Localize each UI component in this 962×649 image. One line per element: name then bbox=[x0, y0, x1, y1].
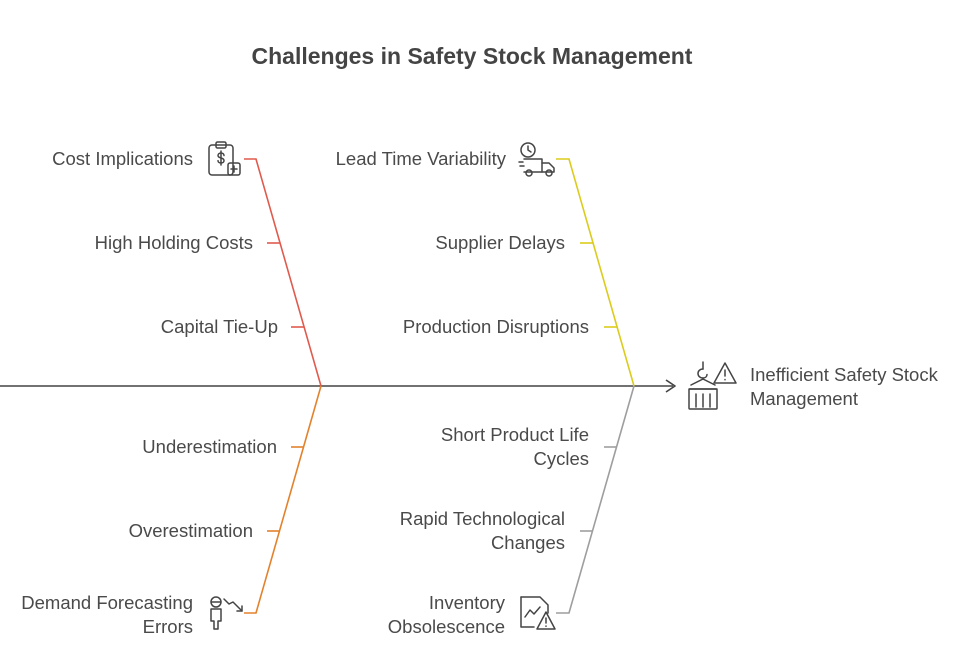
category-label-cost: Cost Implications bbox=[52, 148, 193, 169]
cause-label: Capital Tie-Up bbox=[161, 316, 278, 337]
cause-label: Supplier Delays bbox=[435, 232, 565, 253]
spine-arrowhead bbox=[665, 379, 676, 393]
cause-label-line1: Rapid Technological bbox=[400, 508, 565, 529]
forecast-person-icon bbox=[210, 596, 243, 630]
diagram-title: Challenges in Safety Stock Management bbox=[252, 43, 693, 69]
category-label-obsolescence-line1: Inventory bbox=[429, 592, 506, 613]
effect-label-line1: Inefficient Safety Stock bbox=[750, 364, 939, 385]
cause-label-line2: Changes bbox=[491, 532, 565, 553]
branch-cost: Cost Implications High Holding Costs Cap… bbox=[52, 141, 322, 387]
cause-label: Overestimation bbox=[129, 520, 253, 541]
delivery-truck-clock-icon bbox=[518, 142, 555, 177]
effect-label-line2: Management bbox=[750, 388, 858, 409]
chart-warning-icon bbox=[520, 596, 556, 630]
branch-demand-line bbox=[244, 385, 322, 614]
category-label-demand-line2: Errors bbox=[143, 616, 193, 637]
cause-label-line2: Cycles bbox=[533, 448, 589, 469]
branch-demand: Underestimation Overestimation Demand Fo… bbox=[21, 385, 322, 637]
branch-obsolescence: Short Product Life Cycles Rapid Technolo… bbox=[388, 385, 635, 637]
cause-label: Production Disruptions bbox=[403, 316, 589, 337]
category-label-obsolescence-line2: Obsolescence bbox=[388, 616, 505, 637]
branch-lead-time: Lead Time Variability Supplier Delays Pr… bbox=[336, 142, 635, 387]
cause-label: High Holding Costs bbox=[95, 232, 253, 253]
category-label-demand-line1: Demand Forecasting bbox=[21, 592, 193, 613]
branch-cost-line bbox=[244, 158, 322, 387]
cause-label-line1: Short Product Life bbox=[441, 424, 589, 445]
warehouse-warning-icon bbox=[688, 361, 737, 410]
category-label-lead-time: Lead Time Variability bbox=[336, 148, 507, 169]
clipboard-dollar-icon bbox=[208, 141, 241, 176]
cause-label: Underestimation bbox=[142, 436, 277, 457]
effect-node: Inefficient Safety Stock Management bbox=[688, 361, 939, 410]
branch-lead-time-line bbox=[556, 158, 635, 387]
branch-obsolescence-line bbox=[556, 385, 635, 614]
